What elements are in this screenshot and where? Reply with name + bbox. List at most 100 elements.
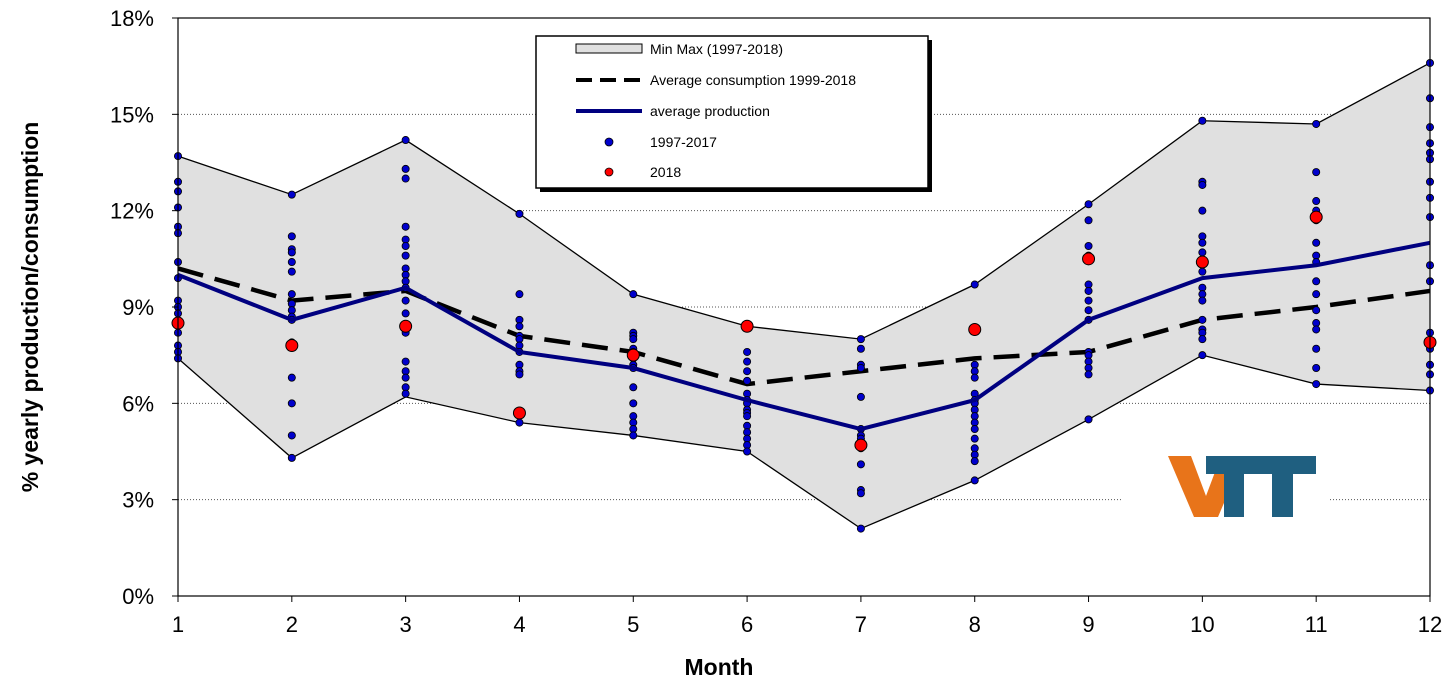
point-1997-2017-m11-5 (1312, 238, 1321, 247)
average-production-line (177, 240, 1431, 432)
point-1997-2017-m10-0 (1198, 116, 1207, 125)
point-1997-2017-m6-4 (743, 376, 752, 385)
x-tick-label-12: 12 (1418, 612, 1442, 637)
x-tick-label-8: 8 (969, 612, 981, 637)
point-1997-2017-m11-2 (1312, 197, 1321, 206)
y-tick-label-3: 9% (122, 295, 154, 320)
point-1997-2017-m2-5 (287, 267, 296, 276)
point-2018-m8 (968, 322, 982, 336)
y-tick-label-1: 3% (122, 488, 154, 513)
x-axis-ticks: 1 2 3 4 5 6 7 8 9 10 11 12 (172, 596, 1442, 637)
point-1997-2017-m3-11 (401, 296, 410, 305)
point-1997-2017-m4-3 (515, 322, 524, 331)
vtt-logo (1122, 452, 1328, 530)
point-1997-2017-m11-13 (1312, 344, 1321, 353)
point-1997-2017-m11-10 (1312, 306, 1321, 315)
point-1997-2017-m10-2 (1198, 180, 1207, 189)
point-1997-2017-m3-5 (401, 241, 410, 250)
min-max-band (177, 62, 1431, 530)
point-1997-2017-m3-3 (401, 222, 410, 231)
point-1997-2017-m9-7 (1084, 306, 1093, 315)
point-1997-2017-m4-0 (515, 209, 524, 218)
point-1997-2017-m6-1 (743, 347, 752, 356)
legend-label-1997-2017: 1997-2017 (650, 134, 717, 150)
y-tick-label-6: 18% (110, 6, 154, 31)
average-production-path (177, 240, 1431, 432)
y-axis-title: % yearly production/consumption (17, 122, 43, 493)
point-1997-2017-m7-9 (856, 460, 865, 469)
point-1997-2017-m10-10 (1198, 296, 1207, 305)
point-1997-2017-m9-13 (1084, 370, 1093, 379)
legend-swatch-2018 (604, 167, 614, 177)
band-area (178, 62, 1430, 529)
point-1997-2017-m7-1 (856, 344, 865, 353)
point-1997-2017-m8-3 (970, 373, 979, 382)
point-2018-m5 (626, 348, 640, 362)
point-1997-2017-m3-0 (401, 136, 410, 145)
point-1997-2017-m3-14 (401, 357, 410, 366)
x-tick-label-6: 6 (741, 612, 753, 637)
point-1997-2017-m2-13 (287, 399, 296, 408)
point-1997-2017-m11-0 (1312, 119, 1321, 128)
point-1997-2017-m5-14 (629, 431, 638, 440)
legend-label-production: average production (650, 103, 770, 119)
logo-letter-t2-shape (1250, 456, 1316, 517)
point-1997-2017-m11-9 (1312, 290, 1321, 299)
x-tick-label-7: 7 (855, 612, 867, 637)
point-1997-2017-m10-6 (1198, 248, 1207, 257)
point-1997-2017-m8-0 (970, 280, 979, 289)
point-1997-2017-m9-2 (1084, 241, 1093, 250)
point-1997-2017-m7-0 (856, 335, 865, 344)
point-1997-2017-m10-11 (1198, 315, 1207, 324)
band-min-line (177, 354, 1431, 530)
legend-swatch-1997-2017 (604, 137, 614, 147)
point-1997-2017-m3-16 (401, 373, 410, 382)
legend-swatch-minmax (575, 43, 643, 54)
point-1997-2017-m3-1 (401, 164, 410, 173)
point-1997-2017-m4-10 (515, 370, 524, 379)
point-1997-2017-m2-12 (287, 373, 296, 382)
point-1997-2017-m7-4 (856, 392, 865, 401)
point-1997-2017-m5-0 (629, 290, 638, 299)
point-1997-2017-m5-9 (629, 383, 638, 392)
x-tick-label-4: 4 (513, 612, 525, 637)
point-1997-2017-m6-10 (743, 412, 752, 421)
point-1997-2017-m7-3 (856, 364, 865, 373)
point-1997-2017-m10-3 (1198, 206, 1207, 215)
y-axis-ticks: 0% 3% 6% 9% 12% 15% 18% (110, 6, 178, 609)
point-1997-2017-m7-12 (856, 524, 865, 533)
point-1997-2017-m10-14 (1198, 335, 1207, 344)
point-1997-2017-m8-10 (970, 425, 979, 434)
point-1997-2017-m4-1 (515, 290, 524, 299)
point-1997-2017-m10-7 (1198, 267, 1207, 276)
point-1997-2017-m9-5 (1084, 286, 1093, 295)
point-1997-2017-m10-15 (1198, 351, 1207, 360)
point-1997-2017-m2-0 (287, 190, 296, 199)
x-axis-title: Month (685, 654, 754, 680)
point-1997-2017-m5-10 (629, 399, 638, 408)
x-tick-label-5: 5 (627, 612, 639, 637)
point-1997-2017-m11-14 (1312, 364, 1321, 373)
point-2018-m9 (1082, 252, 1096, 266)
band-max-line (177, 62, 1431, 340)
x-tick-label-10: 10 (1190, 612, 1214, 637)
point-1997-2017-m2-1 (287, 232, 296, 241)
point-1997-2017-m3-12 (401, 309, 410, 318)
point-2018-m11 (1309, 210, 1323, 224)
point-1997-2017-m8-11 (970, 434, 979, 443)
point-1997-2017-m5-3 (629, 335, 638, 344)
point-1997-2017-m3-18 (401, 389, 410, 398)
x-tick-label-3: 3 (400, 612, 412, 637)
y-tick-label-2: 6% (122, 391, 154, 416)
point-2018-m10 (1195, 255, 1209, 269)
point-1997-2017-m2-4 (287, 258, 296, 267)
point-1997-2017-m9-6 (1084, 296, 1093, 305)
point-1997-2017-m3-2 (401, 174, 410, 183)
point-1997-2017-m8-14 (970, 457, 979, 466)
point-1997-2017-m4-11 (515, 418, 524, 427)
y-tick-label-5: 15% (110, 102, 154, 127)
x-tick-label-1: 1 (172, 612, 184, 637)
point-1997-2017-m6-15 (743, 447, 752, 456)
point-1997-2017-m11-15 (1312, 380, 1321, 389)
